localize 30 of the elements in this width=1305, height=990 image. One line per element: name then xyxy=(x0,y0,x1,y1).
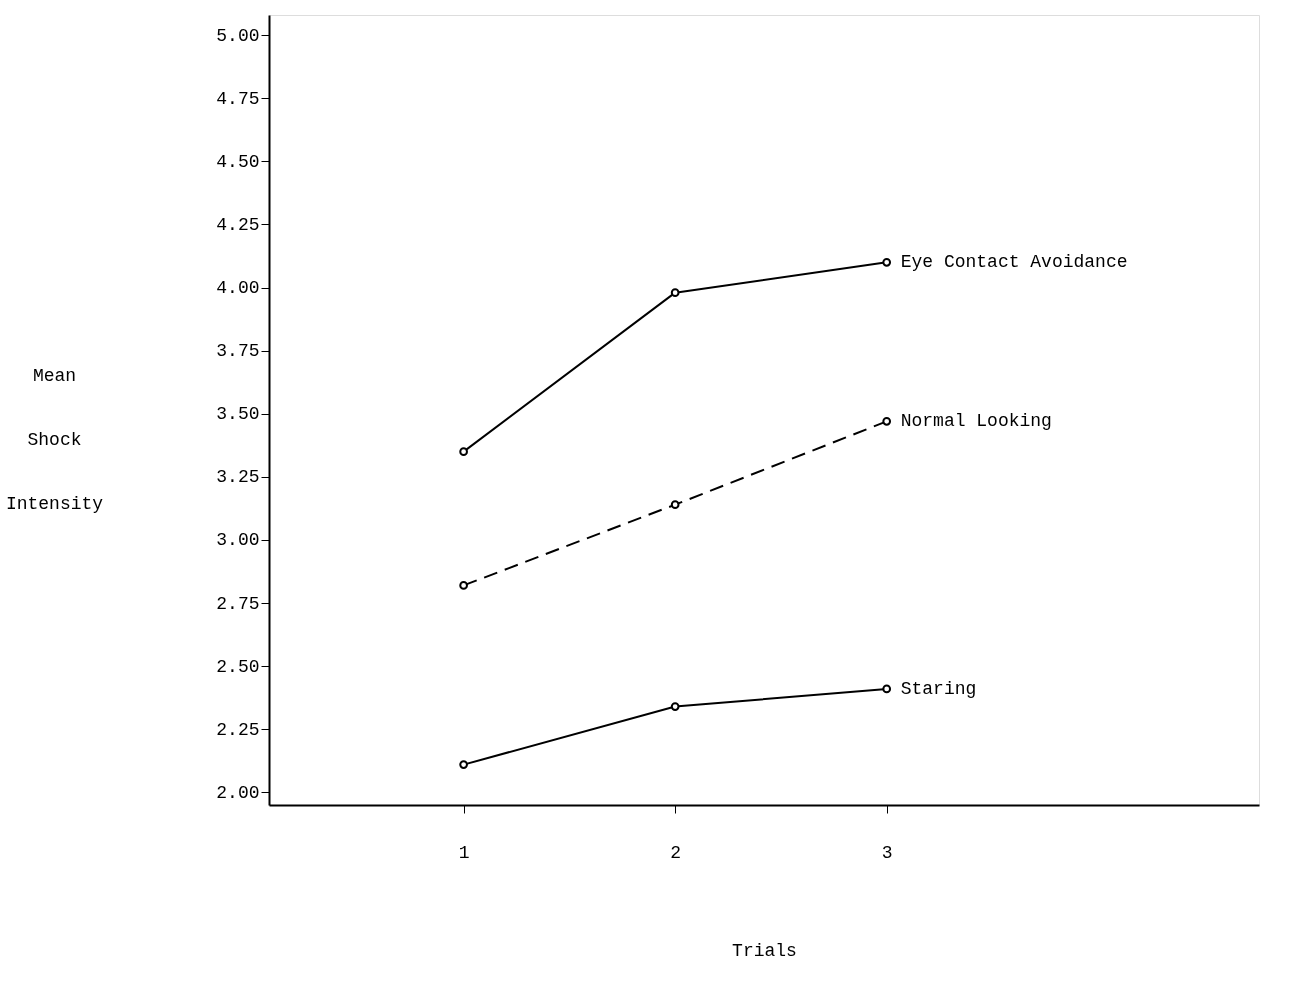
y-tick-label: 3.75 xyxy=(216,341,260,362)
y-tick-label: 3.00 xyxy=(216,530,260,551)
series-label: Staring xyxy=(900,678,977,699)
y-tick-label: 3.50 xyxy=(216,404,260,425)
series-label: Normal Looking xyxy=(900,411,1052,432)
point xyxy=(882,417,892,426)
y-tick-label: 5.00 xyxy=(216,25,260,46)
x-tick-label: 1 xyxy=(458,842,470,863)
y-tick-label: 2.75 xyxy=(216,593,260,614)
point xyxy=(882,258,892,267)
y-tick-label: 3.25 xyxy=(216,467,260,488)
point xyxy=(670,500,680,509)
point xyxy=(882,684,892,694)
point xyxy=(459,760,468,769)
point xyxy=(459,581,468,590)
y-tick-label: 4.50 xyxy=(216,151,260,172)
x-tick-label: 3 xyxy=(881,842,893,863)
y-tick-label: 2.50 xyxy=(216,656,260,677)
x-axis-title: Trials xyxy=(732,940,797,961)
y-tick-label: 4.25 xyxy=(216,214,260,235)
x-tick-label: 2 xyxy=(670,842,682,863)
y-tick-label: 4.00 xyxy=(216,278,260,299)
y-tick-label: 4.75 xyxy=(216,88,260,109)
point xyxy=(459,447,468,456)
point xyxy=(670,702,680,711)
y-tick-label: 2.00 xyxy=(216,782,260,803)
y-tick-label: 2.25 xyxy=(216,719,260,740)
series-label: Eye Contact Avoidance xyxy=(900,252,1128,273)
point xyxy=(670,288,680,297)
text: Mean Shock Intensity xyxy=(5,365,104,514)
